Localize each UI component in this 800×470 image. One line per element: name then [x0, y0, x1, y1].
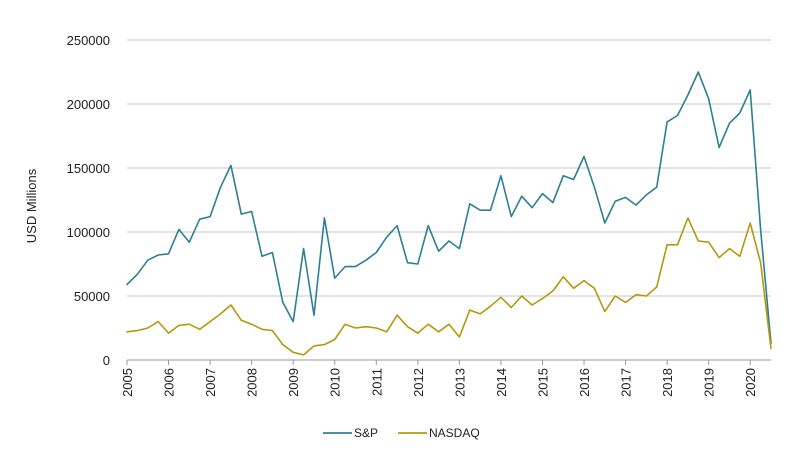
x-tick-labels: 2005 2006 2007 2008 2009 2010 2011 2012 2013 2014…	[120, 368, 758, 397]
x-tick-label: 2017	[619, 368, 634, 397]
x-tick-label: 2009	[286, 368, 301, 397]
y-tick-label: 100000	[67, 225, 110, 240]
x-tick-label: 2008	[245, 368, 260, 397]
x-tick-label: 2016	[577, 368, 592, 397]
x-tick-label: 2011	[369, 368, 384, 396]
x-tick-label: 2007	[203, 368, 218, 397]
legend: S&P NASDAQ	[323, 426, 480, 440]
series-line-nasdaq	[126, 217, 772, 356]
x-tick-label: 2015	[535, 368, 550, 397]
y-tick-label: 250000	[67, 33, 110, 48]
y-tick-label: 200000	[67, 97, 110, 112]
x-tick-label: 2019	[702, 368, 717, 397]
x-tick-label: 2012	[411, 368, 426, 397]
legend-label-s-p: S&P	[354, 426, 378, 440]
y-tick-label: 50000	[74, 289, 110, 304]
gridlines	[126, 39, 771, 365]
x-tick-label: 2013	[452, 368, 467, 397]
y-tick-label: 0	[103, 353, 110, 368]
y-tick-labels: 0 50000 100000 150000 200000 250000	[67, 33, 110, 368]
y-axis-title: USD Millions	[24, 168, 39, 243]
x-tick-label: 2006	[162, 368, 177, 397]
legend-label-nasdaq: NASDAQ	[429, 426, 480, 440]
x-tick-label: 2014	[494, 368, 509, 397]
x-tick-label: 2005	[120, 368, 135, 397]
x-tick-label: 2018	[660, 368, 675, 397]
series-line-s-p	[126, 71, 772, 345]
x-tick-label: 2010	[328, 368, 343, 397]
y-tick-label: 150000	[67, 161, 110, 176]
x-tick-label: 2020	[743, 368, 758, 397]
series-lines	[126, 71, 772, 356]
